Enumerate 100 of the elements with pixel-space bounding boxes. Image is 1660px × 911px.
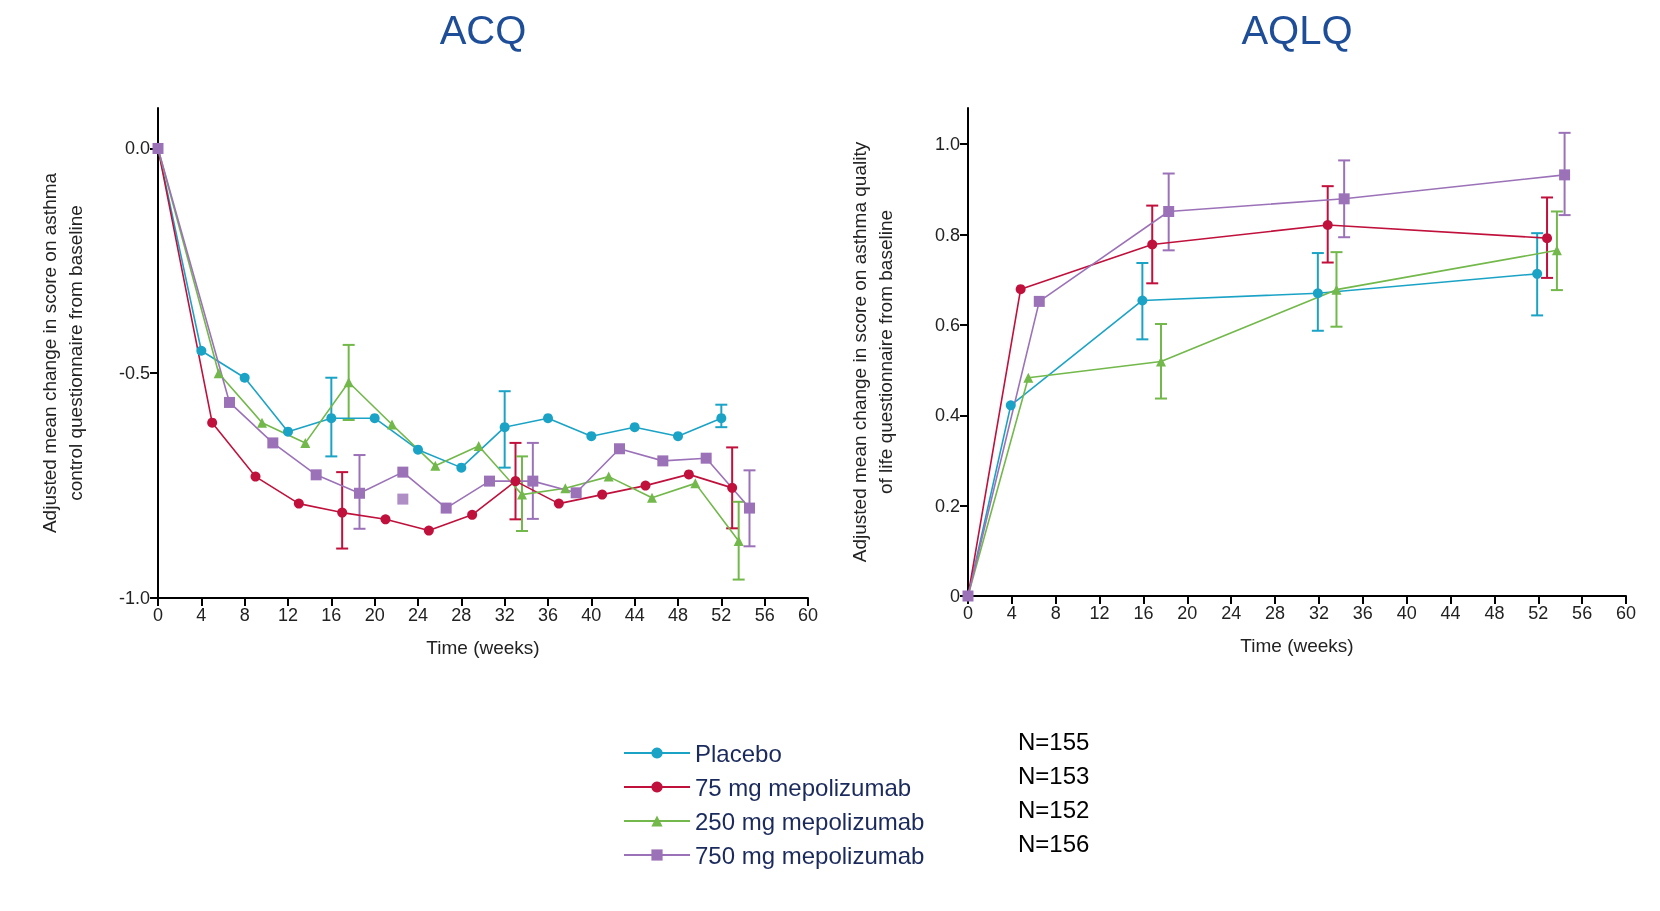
point — [629, 422, 640, 433]
y-tick-label: 0.8 — [934, 224, 960, 245]
x-tick-label: 4 — [196, 605, 207, 625]
x-tick-label: 44 — [1440, 603, 1461, 623]
point — [586, 431, 597, 442]
point — [293, 498, 304, 509]
text: N=153 — [1018, 761, 1090, 789]
point — [440, 502, 452, 514]
y-tick-label: -0.5 — [118, 363, 150, 384]
point — [1033, 295, 1045, 307]
point — [343, 377, 354, 388]
y-tick-label: 0.2 — [934, 495, 960, 516]
point — [1147, 239, 1158, 250]
point — [553, 498, 564, 509]
point — [369, 413, 380, 424]
point — [1322, 220, 1333, 231]
x-tick-label: 60 — [1615, 603, 1637, 623]
x-tick-label: 12 — [1089, 603, 1110, 623]
text: N=155 — [1018, 727, 1090, 755]
point — [510, 476, 521, 487]
point — [413, 444, 423, 455]
point — [224, 396, 235, 408]
x-axis-title: Time (weeks) — [1240, 635, 1354, 656]
x-tick-label: 36 — [537, 605, 559, 625]
x-tick-label: 40 — [1396, 603, 1417, 623]
x-tick-label: 32 — [494, 605, 515, 625]
x-tick-label: 40 — [581, 605, 602, 625]
point — [326, 413, 337, 424]
x-tick-label: 12 — [277, 605, 299, 625]
y-tick-label: 0 — [949, 586, 960, 606]
point — [1163, 205, 1175, 217]
x-tick-label: 16 — [1133, 603, 1154, 623]
x-tick-label: 28 — [1265, 603, 1286, 623]
legend-label: 250 mg mepolizumab — [695, 807, 925, 835]
point — [673, 431, 683, 442]
point — [683, 469, 694, 480]
y-tick-label: 0.4 — [934, 405, 960, 426]
chart-title: ACQ — [439, 8, 527, 52]
point — [700, 452, 712, 464]
point — [690, 478, 701, 489]
point — [397, 466, 409, 478]
point — [456, 462, 467, 473]
x-tick-label: 52 — [1528, 603, 1549, 623]
x-tick-label: 20 — [364, 605, 385, 625]
point — [257, 417, 267, 428]
point — [239, 372, 250, 383]
point — [1312, 288, 1323, 299]
x-tick-label: 4 — [1006, 603, 1017, 623]
point — [1542, 233, 1553, 244]
legend-label: 750 mg mepolizumab — [695, 841, 925, 869]
text: N=156 — [1018, 829, 1090, 857]
point — [614, 443, 625, 455]
point — [744, 502, 755, 514]
x-tick-label: 20 — [1177, 603, 1198, 623]
chart-title: AQLQ — [1241, 8, 1353, 52]
point — [1023, 372, 1034, 383]
point — [397, 493, 409, 505]
x-tick-label: 60 — [797, 605, 819, 625]
x-tick-label: 8 — [1050, 603, 1061, 623]
x-tick-label: 52 — [711, 605, 732, 625]
x-tick-label: 8 — [239, 605, 250, 625]
point — [499, 422, 510, 433]
x-tick-label: 24 — [407, 605, 429, 625]
point — [603, 471, 614, 482]
y-axis-title: Adjusted mean change in score on asthma control questionnaire from baseline — [38, 172, 86, 534]
point — [380, 514, 391, 525]
point — [196, 345, 207, 356]
point — [423, 525, 434, 536]
x-tick-label: 24 — [1221, 603, 1242, 623]
point — [354, 487, 365, 499]
point — [1137, 295, 1148, 306]
point — [283, 426, 293, 437]
y-tick-label: 0.0 — [124, 138, 150, 159]
point — [1005, 400, 1016, 411]
x-axis-title: Time (weeks) — [426, 637, 540, 658]
point — [310, 469, 322, 481]
x-tick-label: 0 — [152, 605, 164, 625]
y-tick-label: 1.0 — [934, 134, 960, 155]
x-tick-label: 56 — [1572, 603, 1593, 623]
point — [213, 368, 224, 379]
x-tick-label: 56 — [754, 605, 775, 625]
point — [527, 475, 539, 487]
x-tick-label: 16 — [321, 605, 342, 625]
point — [1559, 169, 1571, 181]
y-tick-label: 0.6 — [934, 314, 960, 335]
text: N=152 — [1018, 795, 1090, 823]
point — [647, 492, 657, 503]
point — [640, 480, 651, 491]
point — [1338, 193, 1350, 205]
point — [716, 413, 727, 424]
point — [727, 482, 738, 493]
point — [337, 507, 348, 518]
point — [387, 419, 397, 430]
point — [207, 417, 218, 428]
y-axis-title: Adjusted mean change in score on asthma quality of life questionnaire from baseline — [848, 141, 896, 563]
point — [467, 509, 478, 520]
x-tick-label: 0 — [962, 603, 974, 623]
point — [1551, 245, 1562, 256]
x-tick-label: 36 — [1352, 603, 1373, 623]
point — [597, 489, 608, 500]
